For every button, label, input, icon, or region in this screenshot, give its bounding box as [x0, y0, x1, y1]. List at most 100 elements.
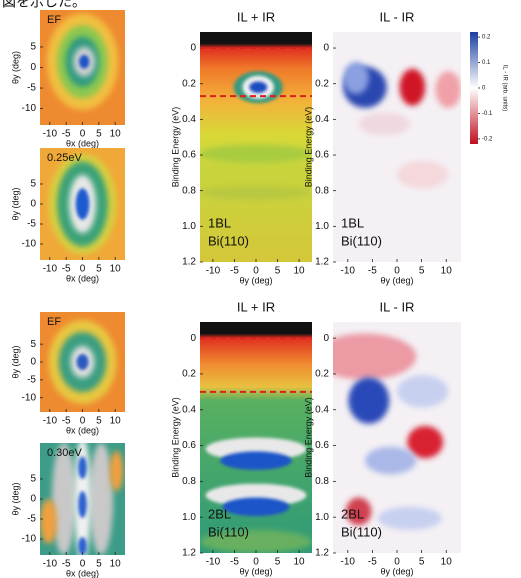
panel-title: IL - IR — [380, 9, 415, 24]
x-tick-label: 10 — [441, 266, 453, 277]
image — [200, 32, 312, 262]
y-tick-label: 0.4 — [315, 404, 329, 415]
panel-title: IL + IR — [237, 9, 275, 24]
blob — [222, 497, 290, 517]
blob — [109, 450, 124, 492]
y-tick-label: 0 — [30, 357, 36, 368]
film-label: 1BL — [208, 215, 231, 230]
y-tick-label: 0.6 — [182, 150, 196, 161]
x-tick-label: -5 — [62, 559, 71, 570]
y-tick-label: 0.2 — [315, 78, 329, 89]
image — [40, 148, 125, 260]
y-axis-label: θy (deg) — [10, 51, 20, 84]
blob — [358, 112, 410, 136]
y-tick-label: 0.8 — [182, 185, 196, 196]
y-tick-label: 0.6 — [315, 150, 329, 161]
blob — [200, 529, 312, 553]
substrate-label: Bi(110) — [208, 524, 249, 539]
y-tick-label: 0.8 — [315, 476, 329, 487]
colorbar-label: IL - IR (arb. units) — [501, 65, 507, 111]
y-tick-label: 0 — [30, 62, 36, 73]
y-tick-label: 0.8 — [182, 476, 196, 487]
y-tick-label: 0 — [190, 333, 196, 344]
y-tick-label: 0 — [30, 494, 36, 505]
x-tick-label: 5 — [96, 129, 102, 140]
y-tick-label: 0.8 — [315, 185, 329, 196]
x-tick-label: 5 — [419, 266, 425, 277]
image — [333, 32, 461, 262]
x-axis-label: θx (deg) — [66, 568, 99, 578]
y-tick-label: 1.2 — [315, 548, 329, 559]
y-axis-label: θy (deg) — [10, 187, 20, 220]
blob — [220, 451, 292, 470]
blob — [345, 497, 372, 526]
x-tick-label: -10 — [206, 266, 221, 277]
y-axis-label: Binding Energy (eV) — [170, 107, 180, 188]
y-tick-label: 0.4 — [182, 404, 196, 415]
x-tick-label: -5 — [368, 266, 377, 277]
substrate-label: Bi(110) — [208, 233, 249, 248]
blob — [249, 81, 268, 93]
y-axis-label: θy (deg) — [10, 482, 20, 515]
substrate-label: Bi(110) — [341, 233, 382, 248]
y-tick-label: 0 — [190, 43, 196, 54]
film-label: 2BL — [208, 506, 231, 521]
blob — [399, 68, 426, 106]
colorbar — [470, 32, 478, 144]
blob — [40, 499, 57, 544]
blob — [79, 54, 90, 69]
y-tick-label: 0.2 — [315, 369, 329, 380]
x-tick-label: 10 — [110, 559, 122, 570]
y-axis-label: Binding Energy (eV) — [303, 397, 313, 478]
x-tick-label: 10 — [110, 129, 122, 140]
x-tick-label: -10 — [43, 416, 58, 427]
y-tick-label: 0.2 — [182, 369, 196, 380]
y-axis-label: Binding Energy (eV) — [303, 107, 313, 188]
x-tick-label: 5 — [96, 559, 102, 570]
blob — [200, 186, 312, 200]
blob — [78, 491, 87, 519]
blob — [365, 446, 417, 475]
blob — [51, 443, 76, 555]
image — [40, 10, 125, 125]
y-tick-label: 0.6 — [315, 440, 329, 451]
blob — [89, 443, 114, 555]
y-tick-label: 0.4 — [315, 114, 329, 125]
map-label: 0.30eV — [47, 447, 83, 459]
y-tick-label: -10 — [22, 239, 37, 250]
blob — [397, 375, 449, 408]
y-tick-label: 0.2 — [182, 78, 196, 89]
x-tick-label: -10 — [206, 557, 221, 568]
blob — [343, 61, 369, 95]
x-tick-label: 0 — [80, 559, 86, 570]
y-tick-label: 1.2 — [182, 257, 196, 268]
blob — [377, 506, 442, 530]
x-axis-label: θy (deg) — [239, 566, 272, 576]
blob — [348, 377, 390, 424]
y-tick-label: 5 — [30, 339, 36, 350]
panel-title: IL - IR — [380, 299, 415, 314]
y-tick-label: 1.2 — [182, 548, 196, 559]
x-tick-label: -10 — [43, 264, 58, 275]
y-tick-label: -10 — [22, 103, 37, 114]
y-tick-label: 5 — [30, 474, 36, 485]
x-tick-label: 0 — [80, 416, 86, 427]
x-tick-label: 5 — [419, 557, 425, 568]
x-tick-label: 0 — [80, 264, 86, 275]
x-tick-label: -10 — [43, 559, 58, 570]
image — [200, 322, 312, 553]
blob — [435, 71, 461, 108]
blob — [407, 425, 444, 459]
y-tick-label: 5 — [30, 179, 36, 190]
x-tick-label: 10 — [441, 557, 453, 568]
film-label: 2BL — [341, 506, 364, 521]
colorbar-tick-label: 0.1 — [482, 60, 491, 66]
x-axis-label: θx (deg) — [66, 273, 99, 283]
caption-fragment: 図を示した。 — [2, 0, 86, 10]
y-tick-label: 0.6 — [182, 440, 196, 451]
y-axis-label: Binding Energy (eV) — [170, 397, 180, 478]
y-tick-label: 0 — [30, 199, 36, 210]
film-label: 1BL — [341, 215, 364, 230]
blob — [76, 354, 89, 370]
blob — [200, 144, 312, 164]
